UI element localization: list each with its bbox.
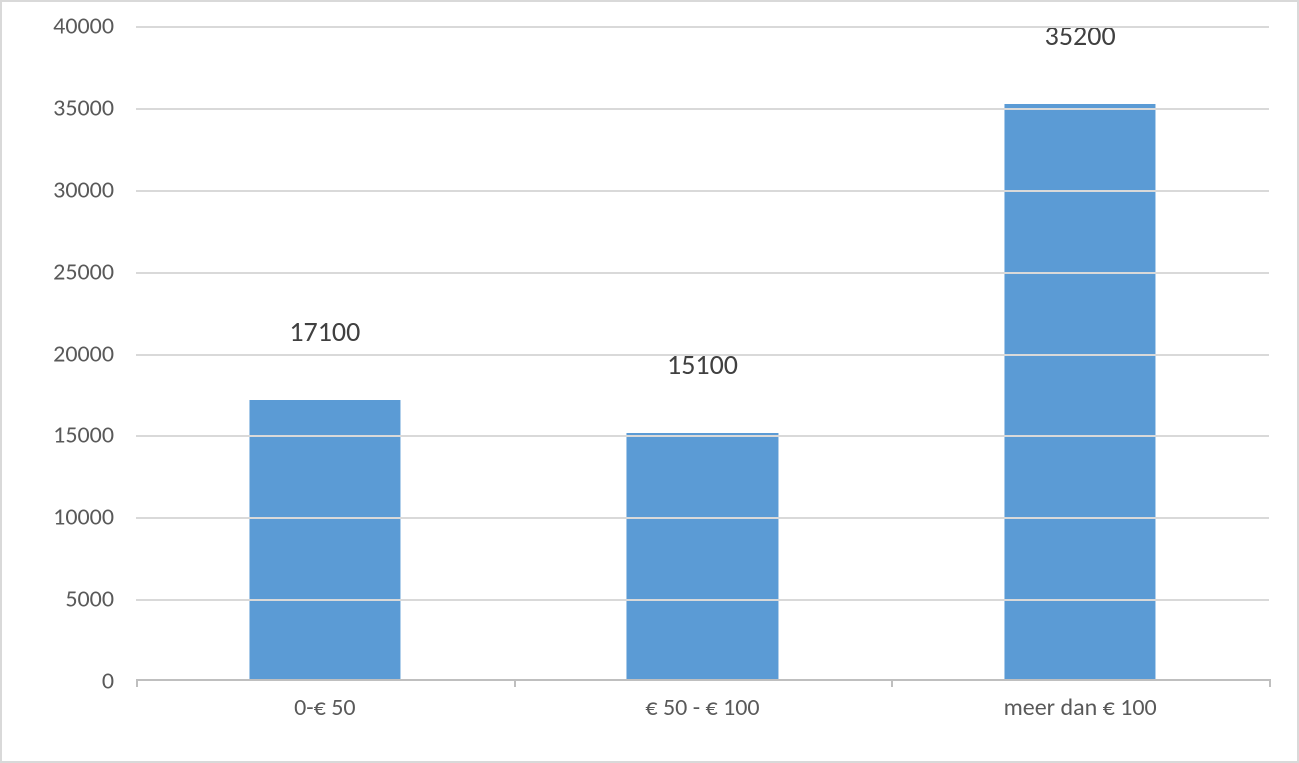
bar [249,400,400,679]
y-tick-label: 20000 [53,339,114,368]
gridline [136,26,1269,28]
plot-area: 171000-€ 5015100€ 50 - € 10035200meer da… [136,26,1269,681]
x-tick-label: meer dan € 100 [1004,693,1157,722]
y-tick-label: 0 [102,667,114,696]
x-tick-mark [514,679,516,687]
x-tick-label: 0-€ 50 [294,693,355,722]
gridline [136,599,1269,601]
gridline [136,108,1269,110]
gridline [136,272,1269,274]
x-tick-label: € 50 - € 100 [645,693,759,722]
gridline [136,354,1269,356]
y-axis: 0 5000 10000 15000 20000 25000 30000 35000 40000 [16,12,126,747]
gridline [136,517,1269,519]
bar-slot: 15100€ 50 - € 100 [514,26,892,679]
gridline [136,190,1269,192]
x-tick-mark [136,679,138,687]
x-tick-mark [891,679,893,687]
bar-slot: 171000-€ 50 [136,26,514,679]
bars-layer: 171000-€ 5015100€ 50 - € 10035200meer da… [136,26,1269,679]
bar-value-label: 17100 [289,314,360,357]
y-tick-label: 40000 [53,12,114,41]
y-tick-label: 15000 [53,421,114,450]
y-tick-label: 25000 [53,257,114,286]
y-tick-label: 35000 [53,93,114,122]
y-tick-label: 30000 [53,175,114,204]
chart-body: 171000-€ 5015100€ 50 - € 10035200meer da… [16,12,1283,747]
bar [627,433,778,680]
y-tick-label: 5000 [65,585,114,614]
chart-container: 171000-€ 5015100€ 50 - € 10035200meer da… [0,0,1299,763]
y-tick-label: 10000 [53,503,114,532]
bar-slot: 35200meer dan € 100 [891,26,1269,679]
bar-value-label: 35200 [1045,18,1116,61]
gridline [136,435,1269,437]
x-tick-mark [1269,679,1271,687]
